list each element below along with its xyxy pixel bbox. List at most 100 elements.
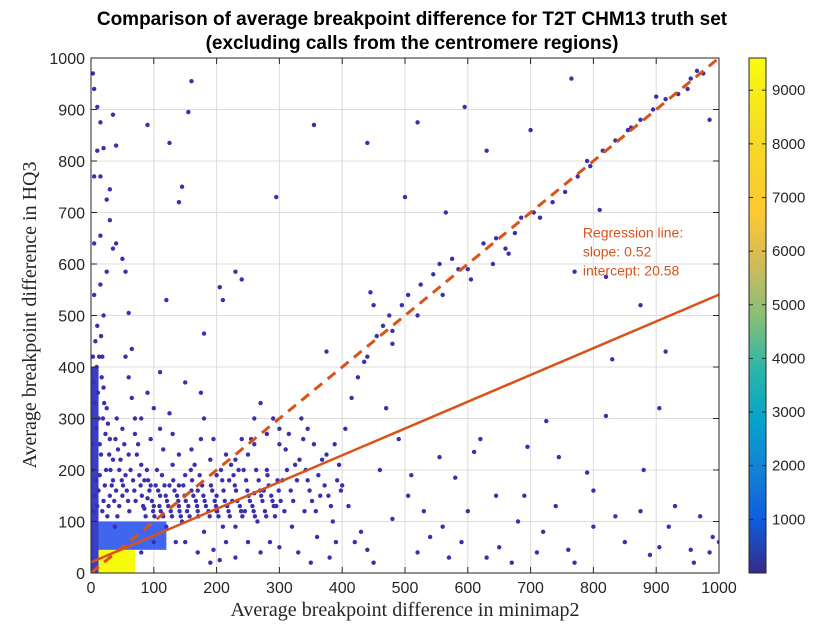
data-point (157, 369, 163, 375)
data-point (214, 493, 219, 498)
data-point (218, 467, 224, 473)
data-point (157, 426, 163, 431)
data-point (97, 442, 102, 447)
data-point (164, 498, 170, 504)
data-point (101, 385, 106, 390)
data-point (318, 493, 323, 498)
data-point (307, 488, 312, 493)
data-point (572, 269, 577, 274)
data-point (405, 292, 411, 298)
regression-annotation-line1: Regression line: (583, 225, 683, 241)
data-point (305, 426, 310, 431)
data-point (368, 290, 373, 295)
data-point (132, 488, 137, 493)
data-point (101, 498, 106, 504)
data-point (603, 413, 609, 419)
data-point (650, 107, 656, 112)
data-point (336, 462, 342, 468)
colorbar-tick-label: 3000 (772, 404, 805, 421)
y-tick-label: 500 (58, 309, 85, 326)
data-point (252, 514, 258, 519)
data-point (102, 483, 108, 488)
data-point (334, 478, 340, 483)
data-point (446, 555, 452, 560)
data-point (115, 447, 121, 452)
data-point (107, 218, 113, 223)
data-point (657, 406, 662, 411)
x-tick-label: 900 (643, 580, 670, 597)
data-point (167, 140, 172, 146)
data-point (258, 493, 264, 498)
data-point (588, 163, 593, 169)
data-point (208, 457, 213, 462)
data-point (647, 552, 653, 558)
data-point (276, 488, 281, 493)
data-point (490, 261, 496, 267)
data-point (277, 545, 282, 550)
chart-title-line2: (excluding calls from the centromere reg… (206, 33, 619, 54)
data-point (518, 215, 524, 220)
data-point (289, 524, 295, 529)
data-point (147, 488, 152, 493)
data-point (216, 514, 221, 519)
data-point (98, 233, 103, 238)
x-tick-label: 1000 (701, 580, 737, 597)
x-tick-label: 400 (329, 580, 356, 597)
data-point (326, 493, 331, 498)
data-point (201, 529, 207, 534)
data-point (638, 117, 643, 123)
data-point (707, 117, 712, 123)
data-point (239, 277, 244, 282)
data-point (220, 524, 226, 529)
data-point (264, 514, 269, 519)
data-point (177, 509, 182, 514)
data-point (139, 550, 144, 555)
data-point (211, 436, 216, 442)
data-point (100, 416, 106, 421)
regression-line (91, 293, 719, 564)
data-point (509, 560, 514, 565)
data-point (150, 509, 156, 514)
data-point (297, 457, 302, 462)
data-point (113, 436, 118, 442)
data-point (322, 483, 327, 488)
data-point (96, 354, 102, 359)
data-point (93, 426, 99, 431)
data-point (278, 498, 283, 504)
data-point (324, 452, 329, 457)
data-point (584, 158, 590, 164)
data-point (666, 524, 671, 529)
data-point (270, 416, 276, 421)
data-point (227, 514, 232, 519)
data-point (418, 282, 423, 287)
data-point (497, 545, 502, 550)
data-point (319, 457, 325, 462)
data-point (159, 472, 165, 478)
data-point (104, 197, 109, 202)
data-point (117, 503, 122, 509)
data-point (231, 472, 236, 478)
data-point (256, 478, 261, 483)
data-point (169, 514, 175, 519)
data-point (694, 68, 700, 74)
data-point (313, 509, 319, 514)
data-point (556, 454, 562, 460)
data-point (396, 436, 401, 442)
data-point (415, 550, 420, 555)
data-point (333, 539, 339, 545)
data-point (252, 442, 257, 447)
data-point (308, 560, 313, 565)
data-point (250, 503, 255, 509)
data-point (157, 503, 162, 509)
data-point (115, 514, 120, 519)
data-point (465, 266, 470, 272)
data-point (148, 483, 153, 488)
data-point (126, 310, 131, 316)
data-point (170, 462, 175, 468)
data-point (114, 416, 119, 421)
data-point (137, 472, 142, 478)
data-point (525, 444, 530, 450)
data-point (591, 524, 596, 529)
data-point (91, 354, 96, 359)
data-point (214, 472, 219, 478)
